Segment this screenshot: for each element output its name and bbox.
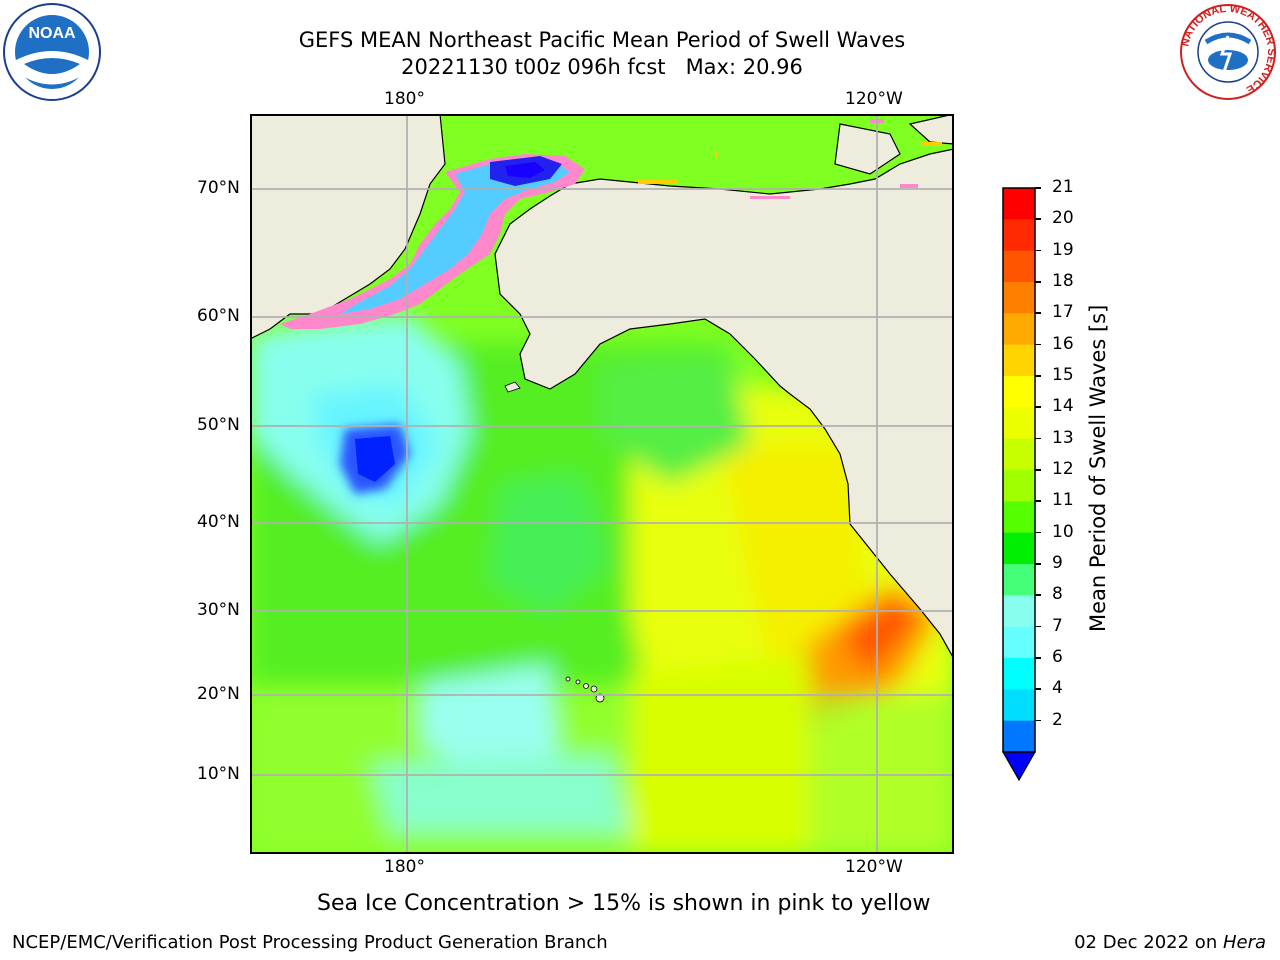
lat-tick-50n: 50°N [197,415,240,435]
colorbar-tick-label: 6 [1052,647,1063,667]
colorbar-tick-mark [1035,594,1041,596]
colorbar-tick-label: 15 [1052,365,1074,385]
colorbar-swatch [1003,344,1035,377]
land-arctic-island [834,123,901,175]
colorbar-tick-mark [1035,500,1041,502]
colorbar-tick-mark [1035,281,1041,283]
colorbar-tick-label: 11 [1052,490,1074,511]
lon-tick-bottom-180: 180° [384,857,425,877]
land-siberia [250,114,446,340]
lon-tick-top-180: 180° [384,89,425,109]
colorbar-swatch [1003,250,1035,283]
colorbar-swatch [1003,188,1035,220]
noaa-logo: NOAA [2,2,102,102]
colorbar-tick-mark [1035,719,1041,722]
map-panel [250,114,954,854]
colorbar-tick-mark [1035,657,1041,659]
colorbar-tick-label: 7 [1052,615,1063,636]
colorbar-tick-mark [1035,187,1041,189]
colorbar-tick-mark [1035,375,1041,377]
colorbar-extend-arrow [1001,751,1037,782]
colorbar-tick-mark [1035,437,1041,440]
lat-tick-30n: 30°N [197,600,240,620]
map-graticule [250,114,954,854]
colorbar-tick-mark [1035,563,1041,565]
colorbar-swatch [1003,532,1035,565]
land-arctic-island-2 [908,114,954,145]
colorbar-swatch [1003,407,1035,440]
colorbar-swatch [1003,626,1035,659]
lat-tick-60n: 60°N [197,306,240,326]
colorbar-tick-label: 20 [1052,208,1074,229]
lat-tick-20n: 20°N [197,684,240,704]
map-frame [250,114,954,854]
colorbar-swatch [1003,501,1035,534]
colorbar-swatch [1003,689,1035,722]
land-hawaii [565,676,605,703]
colorbar-swatch [1003,658,1035,690]
footer-branch: NCEP/EMC/Verification Post Processing Pr… [12,932,608,953]
colorbar-tick-label: 14 [1052,396,1074,417]
colorbar-tick-label: 4 [1052,678,1063,699]
colorbar-tick-mark [1035,625,1041,628]
footer-host: Hera [1222,932,1266,953]
colorbar-tick-mark [1035,469,1041,471]
colorbar-tick-mark [1035,406,1041,408]
colorbar-swatch [1003,470,1035,502]
colorbar-tick-label: 9 [1052,553,1063,573]
land-north-america [494,114,954,661]
colorbar-swatch [1003,376,1035,408]
colorbar-swatch [1003,313,1035,346]
lon-tick-bottom-120w: 120°W [845,857,903,877]
map-canvas [250,114,954,854]
sea-ice-note: Sea Ice Concentration > 15% is shown in … [317,891,931,916]
lat-tick-70n: 70°N [197,178,240,198]
lat-tick-10n: 10°N [197,764,240,784]
colorbar-tick-label: 17 [1052,302,1074,323]
colorbar [1000,186,1040,786]
colorbar-tick-mark [1035,312,1041,314]
colorbar-tick-mark [1035,249,1041,252]
lon-tick-top-120w: 120°W [845,89,903,109]
colorbar-label: Mean Period of Swell Waves [s] [1086,304,1110,632]
colorbar-tick-label: 19 [1052,239,1074,260]
chart-title: GEFS MEAN Northeast Pacific Mean Period … [298,28,906,52]
colorbar-tick-label: 21 [1052,177,1074,197]
colorbar-tick-label: 2 [1052,709,1063,730]
colorbar-swatches [1003,188,1035,753]
colorbar-swatch [1003,219,1035,252]
colorbar-tick-label: 12 [1052,459,1074,479]
colorbar-tick-mark [1035,688,1041,690]
colorbar-tick-label: 8 [1052,584,1063,605]
colorbar-swatch [1003,564,1035,596]
noaa-wordmark: NOAA [28,25,76,42]
sea-ice-overlay [280,119,942,329]
colorbar-tick-label: 10 [1052,521,1074,542]
colorbar-tick-mark [1035,218,1041,220]
footer-date-text: 02 Dec 2022 on [1074,932,1223,953]
colorbar-swatch [1003,720,1035,753]
nws-logo: NATIONAL WEATHER SERVICE [1178,2,1278,102]
lat-tick-40n: 40°N [197,512,240,532]
colorbar-tick-label: 16 [1052,333,1074,354]
chart-subtitle: 20221130 t00z 096h fcst Max: 20.96 [401,55,803,79]
colorbar-swatch [1003,282,1035,314]
colorbar-tick-label: 13 [1052,427,1074,448]
footer-date: 02 Dec 2022 on Hera [1074,932,1266,953]
colorbar-tick-label: 18 [1052,271,1074,291]
colorbar-tick-mark [1035,343,1041,346]
colorbar-tick-mark [1035,531,1041,534]
colorbar-swatch [1003,595,1035,628]
colorbar-swatch [1003,438,1035,471]
